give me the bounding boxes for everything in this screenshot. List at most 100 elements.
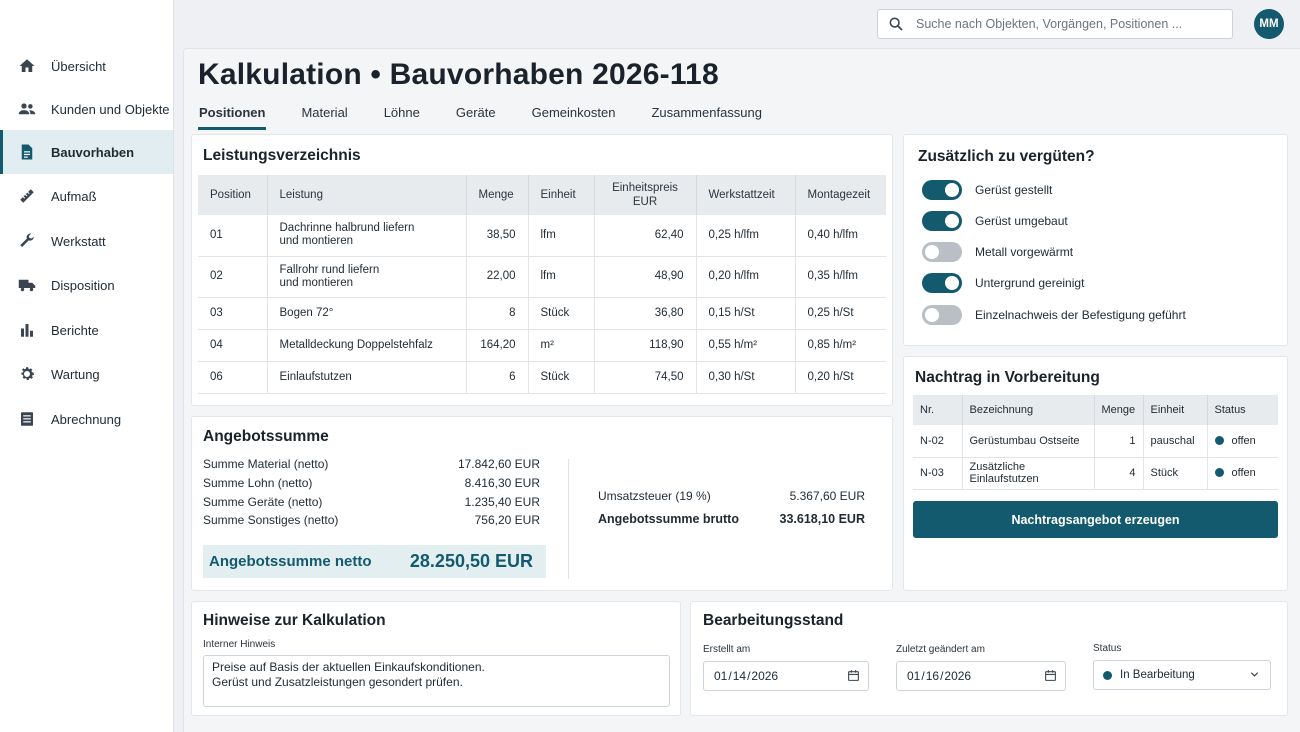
- toggle-label: Metall vorgewärmt: [975, 245, 1074, 259]
- toggle-geruest-gestellt[interactable]: Gerüst gestellt: [922, 180, 1052, 200]
- toggle-knob: [945, 276, 959, 290]
- list-icon: [18, 410, 36, 428]
- status-text: offen: [1231, 434, 1256, 447]
- search-icon: [888, 16, 904, 32]
- interner-hinweis-textarea[interactable]: Preise auf Basis der aktuellen Einkaufsk…: [203, 655, 670, 707]
- column-header[interactable]: Menge: [466, 175, 529, 215]
- sum-value: 756,20 EUR: [474, 513, 540, 527]
- cell-einheitspreis: 74,50: [594, 361, 697, 394]
- bearbeitungsstand-card: Bearbeitungsstand Erstellt am Zuletzt ge…: [690, 601, 1288, 716]
- tab-material[interactable]: Material: [301, 105, 348, 120]
- chevron-down-icon[interactable]: [1249, 669, 1260, 683]
- cell-einheit: Stück: [528, 361, 595, 394]
- cell-einheitspreis: 48,90: [594, 256, 697, 298]
- nachtrag-card: Nachtrag in Vorbereitung Nr. Bezeichnung…: [903, 356, 1288, 591]
- sidebar-item-berichte[interactable]: Berichte: [0, 308, 173, 352]
- cell-leistung: Bogen 72°: [267, 297, 467, 330]
- sum-line-material: Summe Material (netto) 17.842,60 EUR: [203, 457, 540, 471]
- column-header[interactable]: Montagezeit: [795, 175, 886, 215]
- sidebar-item-disposition[interactable]: Disposition: [0, 263, 173, 307]
- brutto-line: Angebotssumme brutto 33.618,10 EUR: [598, 512, 865, 526]
- cell-einheitspreis: 118,90: [594, 329, 697, 362]
- table-row[interactable]: 02 Fallrohr rund liefern und montieren 22…: [198, 256, 886, 298]
- tab-loehne[interactable]: Löhne: [383, 105, 420, 120]
- cell-menge: 6: [466, 361, 529, 394]
- table-row[interactable]: 03 Bogen 72° 8 Stück 36,80 0,15 h/St 0,2…: [198, 297, 886, 330]
- cell-einheit: Stück: [528, 297, 595, 330]
- column-header[interactable]: Einheit: [1143, 395, 1208, 425]
- search-input[interactable]: [916, 17, 1216, 31]
- column-header[interactable]: Leistung: [267, 175, 467, 215]
- angebotssumme-card: Angebotssumme Summe Material (netto) 17.8…: [191, 416, 893, 591]
- erstellt-date-field[interactable]: [703, 661, 869, 691]
- search-box[interactable]: [877, 9, 1233, 39]
- sidebar: Übersicht Kunden und Objekte Bauvorhaben…: [0, 0, 174, 732]
- cell-werkstattzeit: 0,25 h/lfm: [696, 215, 796, 257]
- column-header[interactable]: Position: [198, 175, 268, 215]
- toggle-knob: [945, 183, 959, 197]
- tab-positionen[interactable]: Positionen: [198, 104, 267, 130]
- calendar-icon[interactable]: [1044, 669, 1057, 685]
- section-title: Leistungsverzeichnis: [203, 147, 361, 164]
- toggle-untergrund-gereinigt[interactable]: Untergrund gereinigt: [922, 273, 1084, 293]
- table-row[interactable]: N-02 Gerüstumbau Ostseite 1 pauschal off…: [913, 425, 1278, 458]
- table-header-row: Nr. Bezeichnung Menge Einheit Status: [913, 395, 1278, 425]
- tab-zusammenfassung[interactable]: Zusammenfassung: [651, 105, 762, 120]
- erstellt-date-input[interactable]: [713, 668, 833, 684]
- avatar[interactable]: MM: [1254, 9, 1284, 39]
- tab-bar: Positionen Material Löhne Geräte Gemeink…: [198, 104, 797, 130]
- sidebar-item-kunden[interactable]: Kunden und Objekte: [0, 87, 173, 131]
- ust-value: 5.367,60 EUR: [789, 489, 865, 503]
- cell-montagezeit: 0,35 h/lfm: [795, 256, 886, 298]
- sidebar-item-abrechnung[interactable]: Abrechnung: [0, 397, 173, 441]
- sidebar-item-aufmass[interactable]: Aufmaß: [0, 174, 173, 218]
- toggle-switch[interactable]: [922, 242, 962, 262]
- table-row[interactable]: 06 Einlaufstutzen 6 Stück 74,50 0,30 h/S…: [198, 361, 886, 394]
- brutto-value: 33.618,10 EUR: [779, 512, 865, 526]
- ruler-icon: [18, 187, 36, 205]
- field-label: Interner Hinweis: [203, 639, 276, 650]
- status-dot: [1214, 468, 1224, 477]
- geaendert-date-field[interactable]: [896, 661, 1066, 691]
- sidebar-item-label: Aufmaß: [51, 188, 97, 204]
- column-header[interactable]: Einheit: [528, 175, 595, 215]
- truck-icon: [18, 276, 36, 294]
- toggle-metall-vorgewaermt[interactable]: Metall vorgewärmt: [922, 242, 1073, 262]
- table-row[interactable]: N-03 Zusätzliche Einlaufstutzen 4 Stück …: [913, 457, 1278, 490]
- field-label: Zuletzt geändert am: [896, 644, 985, 655]
- calendar-icon[interactable]: [847, 669, 860, 685]
- column-header[interactable]: Werkstattzeit: [696, 175, 796, 215]
- cell-einheit: lfm: [528, 215, 595, 257]
- toggle-switch[interactable]: [922, 273, 962, 293]
- tab-gemeinkosten[interactable]: Gemeinkosten: [531, 105, 616, 120]
- toggle-switch[interactable]: [922, 180, 962, 200]
- column-header[interactable]: Nr.: [913, 395, 963, 425]
- sidebar-item-uebersicht[interactable]: Übersicht: [0, 44, 173, 88]
- cell-menge: 22,00: [466, 256, 529, 298]
- column-header[interactable]: Menge: [1094, 395, 1144, 425]
- toggle-knob: [925, 245, 939, 259]
- table-row[interactable]: 01 Dachrinne halbrund liefern und montier…: [198, 215, 886, 257]
- column-header[interactable]: Einheitspreis EUR: [594, 175, 697, 215]
- nachtragsangebot-button[interactable]: Nachtragsangebot erzeugen: [913, 501, 1278, 538]
- brutto-label: Angebotssumme brutto: [598, 512, 739, 526]
- toggle-einzelnachweis[interactable]: Einzelnachweis der Befestigung geführt: [922, 305, 1186, 325]
- column-header[interactable]: Status: [1207, 395, 1278, 425]
- toggle-geruest-umgebaut[interactable]: Gerüst umgebaut: [922, 211, 1068, 231]
- cell-leistung-line: Dachrinne halbrund liefern: [279, 222, 415, 235]
- cell-menge: 4: [1094, 457, 1144, 490]
- sidebar-item-bauvorhaben[interactable]: Bauvorhaben: [0, 130, 173, 174]
- sidebar-item-werkstatt[interactable]: Werkstatt: [0, 219, 173, 263]
- cell-menge: 164,20: [466, 329, 529, 362]
- column-header[interactable]: Bezeichnung: [962, 395, 1095, 425]
- sidebar-item-wartung[interactable]: Wartung: [0, 352, 173, 396]
- toggle-switch[interactable]: [922, 305, 962, 325]
- status-select[interactable]: In Bearbeitung: [1093, 660, 1271, 690]
- table-row[interactable]: 04 Metalldeckung Doppelstehfalz 164,20 m…: [198, 329, 886, 362]
- geaendert-date-input[interactable]: [906, 668, 1026, 684]
- toggle-switch[interactable]: [922, 211, 962, 231]
- sum-label: Summe Material (netto): [203, 457, 329, 471]
- cell-leistung: Dachrinne halbrund liefern und montieren: [267, 215, 467, 257]
- zusaetzlich-card: Zusätzlich zu vergüten? Gerüst gestellt …: [903, 134, 1288, 346]
- tab-geraete[interactable]: Geräte: [455, 105, 496, 120]
